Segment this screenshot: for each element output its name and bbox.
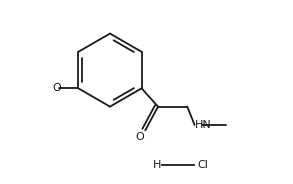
Text: H: H <box>153 160 162 170</box>
Text: O: O <box>136 132 144 142</box>
Text: O: O <box>52 83 61 93</box>
Text: Cl: Cl <box>198 160 209 170</box>
Text: HN: HN <box>195 120 211 130</box>
